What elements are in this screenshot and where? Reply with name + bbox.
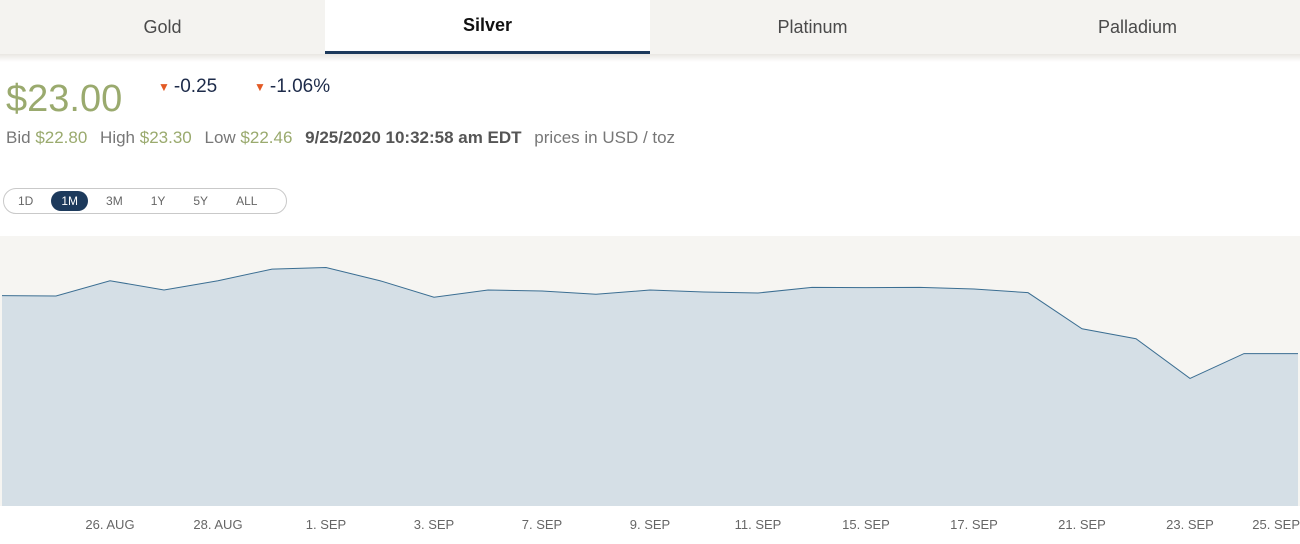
range-1y-button[interactable]: 1Y xyxy=(150,194,166,208)
price-point-2[interactable] xyxy=(53,293,59,299)
bid-value: $22.80 xyxy=(35,128,88,147)
timestamp: 9/25/2020 10:32:58 am EDT xyxy=(305,128,522,147)
price-point-4[interactable] xyxy=(161,287,167,293)
range-3m-button[interactable]: 3M xyxy=(106,194,123,208)
x-tick-label: 25. SEP xyxy=(1252,517,1300,532)
x-tick-label: 23. SEP xyxy=(1166,517,1214,532)
units-label: prices in USD / toz xyxy=(534,128,676,147)
range-5y-button[interactable]: 5Y xyxy=(193,194,209,208)
price-change-percent: ▼ -1.06% xyxy=(254,76,330,98)
bid-label: Bid xyxy=(6,128,31,147)
range-1d-button[interactable]: 1D xyxy=(18,194,34,208)
x-tick-label: 21. SEP xyxy=(1058,517,1106,532)
price-point-10[interactable] xyxy=(485,287,491,293)
price-point-7[interactable] xyxy=(323,264,329,270)
down-arrow-icon: ▼ xyxy=(254,80,266,94)
high-label: High xyxy=(100,128,136,147)
price-point-8[interactable] xyxy=(377,278,383,284)
price-point-13[interactable] xyxy=(647,287,653,293)
quote-details: Bid $22.80 High $23.30 Low $22.46 9/25/2… xyxy=(6,128,675,148)
x-tick-label: 28. AUG xyxy=(193,517,242,532)
tab-palladium[interactable]: Palladium xyxy=(975,0,1300,54)
down-arrow-icon: ▼ xyxy=(158,80,170,94)
low-label: Low xyxy=(204,128,236,147)
price-point-14[interactable] xyxy=(701,289,707,295)
price-point-19[interactable] xyxy=(971,286,977,292)
x-tick-label: 15. SEP xyxy=(842,517,890,532)
range-selector: 1D 1M 3M 1Y 5Y ALL xyxy=(3,188,287,214)
x-tick-label: 9. SEP xyxy=(630,517,670,532)
x-tick-label: 7. SEP xyxy=(522,517,562,532)
price-point-3[interactable] xyxy=(107,278,113,284)
price-point-5[interactable] xyxy=(215,278,221,284)
price-point-23[interactable] xyxy=(1187,375,1193,381)
tab-gold[interactable]: Gold xyxy=(0,0,325,54)
price-point-12[interactable] xyxy=(593,291,599,297)
low-value: $22.46 xyxy=(240,128,293,147)
price-point-24[interactable] xyxy=(1241,351,1247,357)
range-1m-button[interactable]: 1M xyxy=(51,191,89,211)
x-tick-label: 1. SEP xyxy=(306,517,346,532)
tab-platinum[interactable]: Platinum xyxy=(650,0,975,54)
current-price: $23.00 xyxy=(6,78,123,120)
x-tick-label: 26. AUG xyxy=(85,517,134,532)
tabs-shadow xyxy=(0,54,1300,62)
price-point-20[interactable] xyxy=(1025,290,1031,296)
high-value: $23.30 xyxy=(139,128,192,147)
price-point-18[interactable] xyxy=(917,284,923,290)
price-change: ▼ -0.25 xyxy=(158,76,217,98)
price-point-11[interactable] xyxy=(539,288,545,294)
price-point-22[interactable] xyxy=(1133,336,1139,342)
price-point-17[interactable] xyxy=(863,285,869,291)
x-tick-label: 11. SEP xyxy=(735,517,782,532)
price-change-percent-value: -1.06% xyxy=(269,76,331,97)
price-area-fill xyxy=(2,267,1298,506)
price-point-6[interactable] xyxy=(269,266,275,272)
x-tick-label: 17. SEP xyxy=(950,517,998,532)
price-point-9[interactable] xyxy=(431,294,437,300)
metal-tabs: Gold Silver Platinum Palladium xyxy=(0,0,1300,54)
price-point-21[interactable] xyxy=(1079,326,1085,332)
x-tick-label: 3. SEP xyxy=(414,517,454,532)
tab-silver[interactable]: Silver xyxy=(325,0,650,54)
price-point-16[interactable] xyxy=(809,284,815,290)
price-chart[interactable]: 26. AUG 28. AUG 1. SEP 3. SEP 7. SEP 9. SEP 11… xyxy=(0,236,1300,544)
range-all-button[interactable]: ALL xyxy=(236,194,258,208)
price-change-value: -0.25 xyxy=(173,76,218,97)
price-point-15[interactable] xyxy=(755,290,761,296)
price-series-line xyxy=(1,266,1298,380)
